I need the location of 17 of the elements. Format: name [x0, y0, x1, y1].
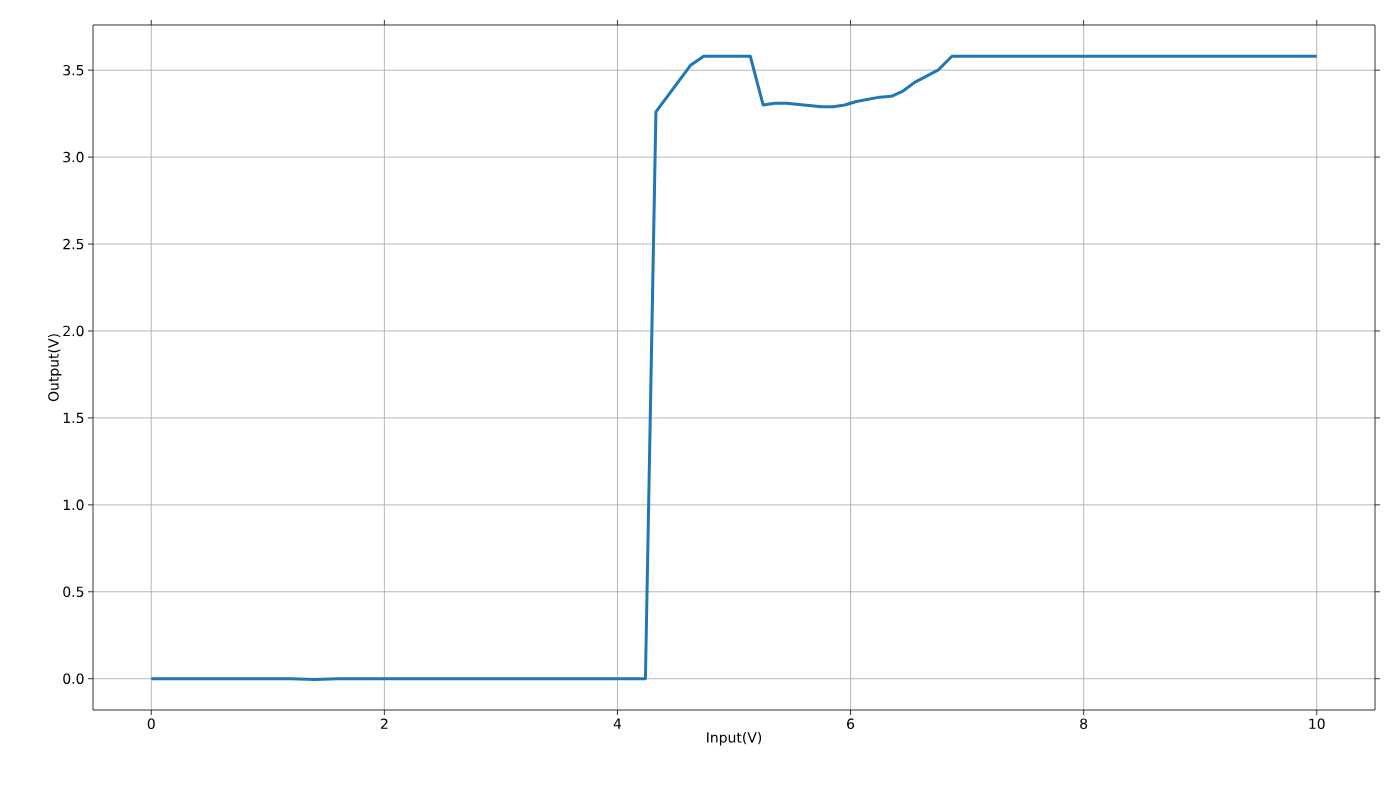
x-tick-label: 10	[1309, 718, 1325, 730]
x-tick-label: 6	[847, 718, 855, 730]
x-tick-label: 2	[380, 718, 388, 729]
y-tick-label: 1.5	[63, 412, 84, 424]
x-tick-label: 8	[1080, 718, 1088, 730]
x-axis-title: Input(V)	[707, 731, 762, 746]
y-tick-label: 0.5	[63, 586, 84, 598]
y-tick-label: 3.5	[63, 64, 84, 76]
y-tick-label: 0.0	[63, 673, 84, 684]
x-tick-label: 0	[147, 718, 155, 730]
y-tick-label: 2.5	[63, 238, 84, 250]
line-series	[149, 54, 1319, 682]
y-tick-label: 2.0	[63, 325, 84, 337]
y-axis-title: Output(V)	[47, 334, 62, 402]
y-tick-label: 1.0	[63, 499, 84, 511]
x-tick-label: 4	[613, 718, 622, 729]
y-tick-label: 3.0	[63, 151, 84, 163]
